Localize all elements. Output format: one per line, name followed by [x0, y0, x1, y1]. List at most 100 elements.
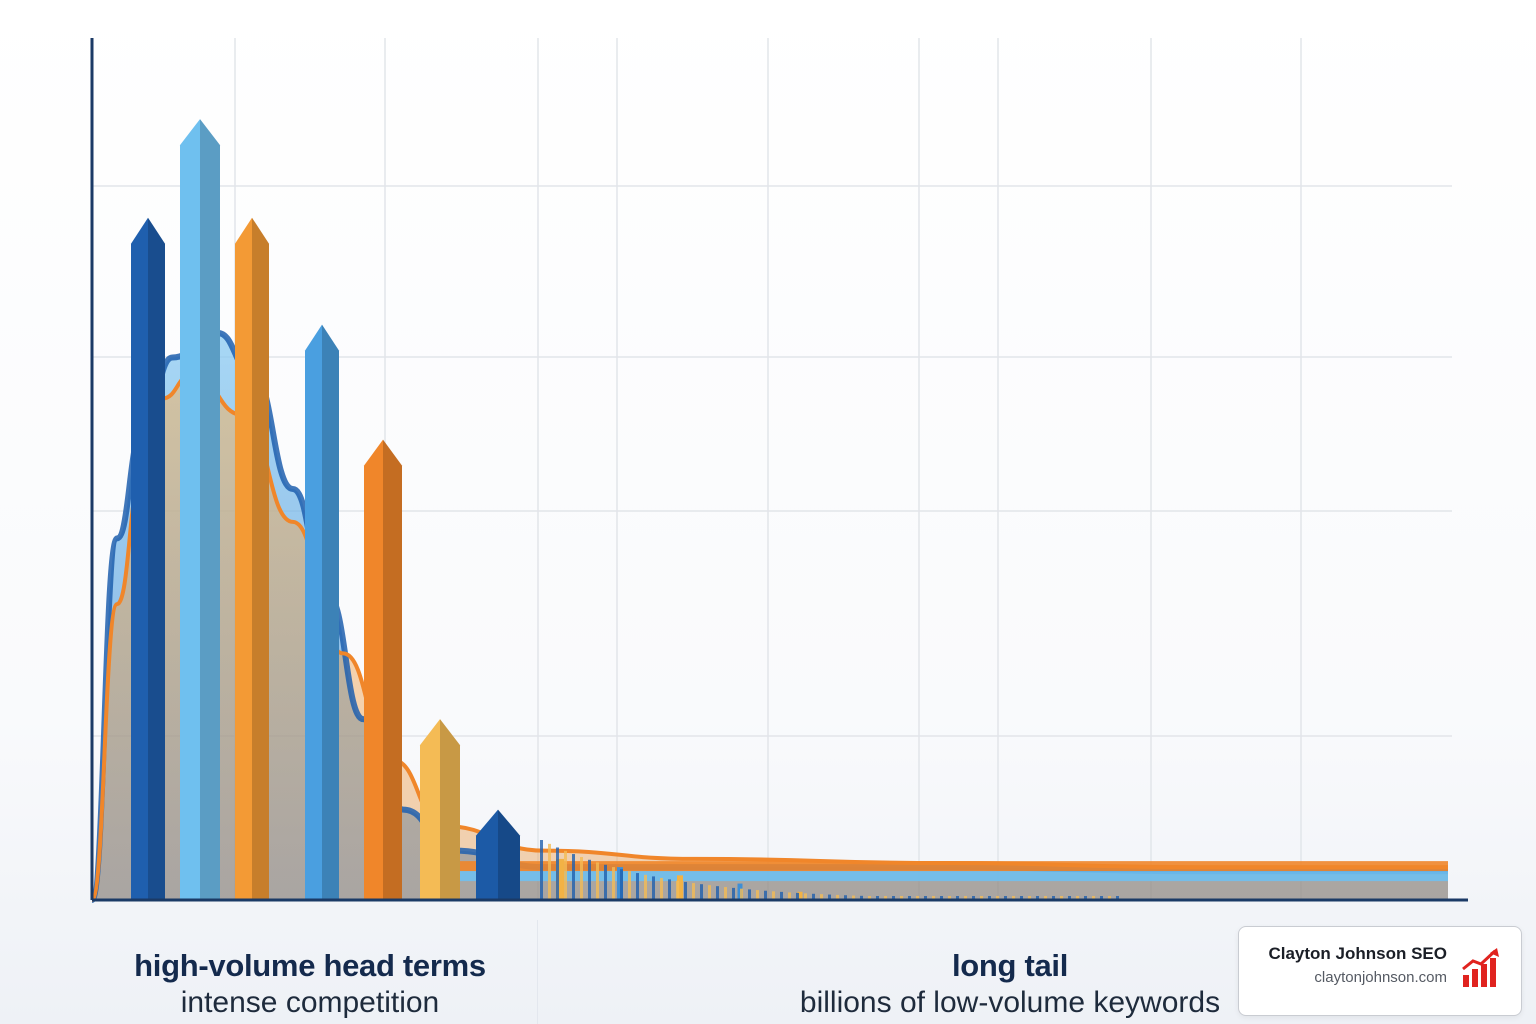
bar-shade [252, 217, 269, 901]
bar-shade [148, 217, 165, 901]
section-divider [537, 920, 538, 1024]
tail-tick [804, 893, 807, 900]
bar [556, 858, 564, 900]
tail-tick [692, 883, 695, 900]
tail-tick [820, 894, 823, 900]
tail-tick [1068, 896, 1071, 900]
tail-tick [1100, 896, 1103, 900]
tail-band-blue [443, 871, 1448, 882]
long-tail-caption: long tail billions of low-volume keyword… [760, 948, 1260, 1020]
tail-tick [748, 889, 751, 900]
tail-tick [948, 896, 951, 900]
bar [180, 119, 220, 901]
head-terms-caption: high-volume head terms intense competiti… [90, 948, 530, 1020]
tail-tick [900, 896, 903, 900]
tail-tick [548, 843, 551, 900]
long-tail-sublabel: billions of low-volume keywords [799, 986, 1221, 1019]
bar-shade [383, 439, 402, 900]
axes [90, 38, 1468, 902]
tail-tick [908, 896, 911, 900]
tail-tick [740, 888, 743, 900]
tail-tick [564, 850, 567, 900]
tail-tick [1076, 896, 1079, 900]
tail-tick [980, 896, 983, 900]
head-terms-sublabel: intense competition [180, 986, 440, 1019]
tail-tick [828, 894, 831, 900]
tail-tick [732, 887, 735, 900]
tail-tick [788, 892, 791, 900]
bar [305, 324, 339, 901]
tail-tick [1060, 896, 1063, 900]
tail-tick [628, 871, 631, 900]
tail-tick [916, 896, 919, 900]
tail-tick [1036, 896, 1039, 900]
tail-tick [844, 895, 847, 900]
tail-tick [612, 867, 615, 900]
bar [131, 217, 165, 901]
tail-tick [940, 896, 943, 900]
tail-tick [644, 874, 647, 900]
brand-name: Clayton Johnson SEO [1268, 944, 1447, 963]
tail-tick [716, 886, 719, 900]
head-terms-label: high-volume head terms [134, 948, 486, 983]
tail-tick [1020, 896, 1023, 900]
bar [677, 875, 683, 900]
bar-shade [200, 119, 220, 901]
tail-tick [836, 894, 839, 900]
brand-badge[interactable]: Clayton Johnson SEO claytonjohnson.com [1238, 926, 1522, 1016]
distribution-curves [89, 329, 1448, 903]
tail-tick [852, 895, 855, 900]
tail-tick [572, 854, 575, 900]
tail-tick [620, 869, 623, 900]
tail-tick [708, 885, 711, 900]
tail-tick [756, 890, 759, 900]
bars [131, 119, 803, 901]
tail-tick [884, 896, 887, 900]
tail-tick [892, 896, 895, 900]
tail-tick [1052, 896, 1055, 900]
orange-distribution-area [92, 373, 1448, 900]
tail-tick [764, 890, 767, 900]
tail-tick [956, 896, 959, 900]
tail-tick [972, 896, 975, 900]
bar [476, 809, 520, 900]
tail-tick [860, 895, 863, 900]
tail-tick [1004, 896, 1007, 900]
tail-tick [556, 847, 559, 900]
tail-tick [924, 896, 927, 900]
bar [235, 217, 269, 901]
tail-tick [1108, 896, 1111, 900]
tail-band-orange [443, 861, 1448, 872]
tail-tick [724, 887, 727, 900]
tail-tick [780, 891, 783, 900]
bar [420, 719, 460, 900]
rising-bar-chart-icon [1462, 948, 1499, 987]
bar-shade [322, 324, 339, 901]
tail-tick [668, 879, 671, 900]
tail-tick [1028, 896, 1031, 900]
bar [364, 439, 402, 900]
tail-tick [1044, 896, 1047, 900]
tail-tick [1012, 896, 1015, 900]
long-tail-label: long tail [951, 948, 1069, 983]
tail-tick [700, 884, 703, 900]
brand-url[interactable]: claytonjohnson.com [1314, 969, 1447, 986]
tail-tick [588, 859, 591, 900]
long-tail-ticks [540, 840, 1119, 900]
tail-tick [876, 896, 879, 900]
tail-tick [796, 892, 799, 900]
bar-shade [498, 809, 520, 900]
tail-tick [1116, 896, 1119, 900]
tail-tick [684, 881, 687, 900]
tail-tick [812, 893, 815, 900]
tail-tick [988, 896, 991, 900]
tail-tick [1084, 896, 1087, 900]
tail-tick [596, 862, 599, 900]
tail-tick [604, 864, 607, 900]
tail-tick [932, 896, 935, 900]
tail-tick [868, 896, 871, 900]
tail-tick [964, 896, 967, 900]
tail-tick [772, 891, 775, 900]
tail-tick [580, 857, 583, 900]
tail-tick [676, 880, 679, 900]
